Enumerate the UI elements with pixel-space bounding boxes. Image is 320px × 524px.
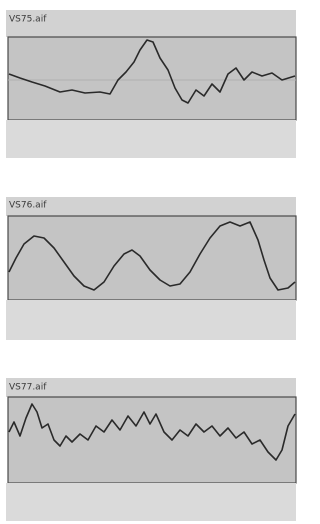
clip-header (6, 10, 296, 37)
page: {"clips": [{"label": "VS75.aif"}, {"labe… (0, 0, 299, 524)
audio-clip[interactable]: VS77.aif (6, 378, 296, 521)
clip-header (6, 378, 296, 397)
clip-footer (6, 483, 296, 521)
audio-clip[interactable]: VS75.aif (6, 10, 296, 158)
audio-clip[interactable]: VS76.aif (6, 197, 296, 340)
waveform-area (8, 397, 296, 483)
clip-list: VS75.aif VS76.aif VS77.aif (0, 0, 299, 524)
clip-header (6, 197, 296, 216)
clip-label: VS76.aif (9, 201, 47, 211)
clip-label: VS75.aif (9, 15, 47, 25)
clip-footer (6, 120, 296, 158)
clip-footer (6, 300, 296, 340)
waveform-area (8, 37, 296, 120)
clip-label: VS77.aif (9, 383, 47, 393)
